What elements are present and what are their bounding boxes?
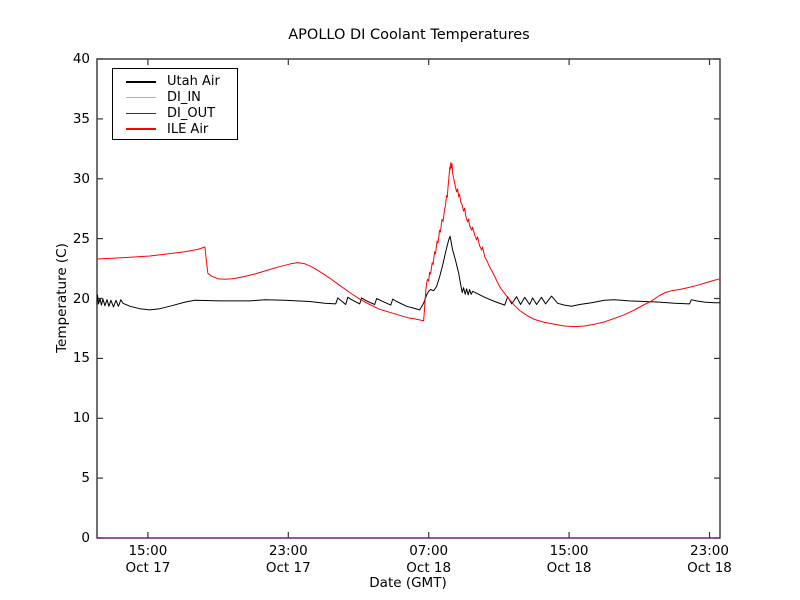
legend-label: ILE Air: [167, 121, 209, 137]
y-tick-label: 10: [72, 410, 90, 427]
x-tick-label: 23:00 Oct 17: [265, 543, 311, 576]
x-tick-label: 23:00 Oct 18: [687, 543, 732, 576]
y-tick-label: 0: [81, 530, 90, 546]
x-tick-label: 15:00 Oct 17: [125, 543, 171, 576]
legend-item-ile-air: ILE Air: [113, 121, 237, 137]
legend-item-di-in: DI_IN: [113, 90, 237, 106]
series-ile-air-line: [96, 162, 721, 328]
x-tick-label: 07:00 Oct 18: [406, 543, 452, 576]
y-tick-label: 20: [72, 290, 90, 307]
legend-line-sample: [126, 81, 156, 83]
legend-line-sample: [126, 128, 156, 131]
legend-item-di-out: DI_OUT: [113, 106, 237, 122]
legend: Utah Air DI_IN DI_OUT ILE Air: [112, 68, 238, 140]
y-tick-label: 40: [72, 51, 90, 67]
legend-line-sample: [126, 112, 156, 115]
legend-label: DI_OUT: [167, 105, 216, 121]
legend-line-sample: [126, 96, 156, 99]
y-tick-label: 30: [72, 170, 90, 187]
series-utah-air-line: [96, 235, 721, 311]
legend-label: Utah Air: [167, 74, 220, 90]
x-tick-label: 15:00 Oct 18: [546, 543, 592, 576]
y-tick-label: 5: [81, 470, 90, 487]
y-tick-label: 35: [72, 110, 90, 127]
y-tick-label: 15: [72, 350, 90, 367]
y-tick-label: 25: [72, 230, 90, 247]
chart-title: APOLLO DI Coolant Temperatures: [288, 27, 530, 43]
legend-label: DI_IN: [167, 90, 201, 106]
legend-item-utah-air: Utah Air: [113, 74, 237, 90]
x-axis-label: Date (GMT): [369, 575, 447, 591]
